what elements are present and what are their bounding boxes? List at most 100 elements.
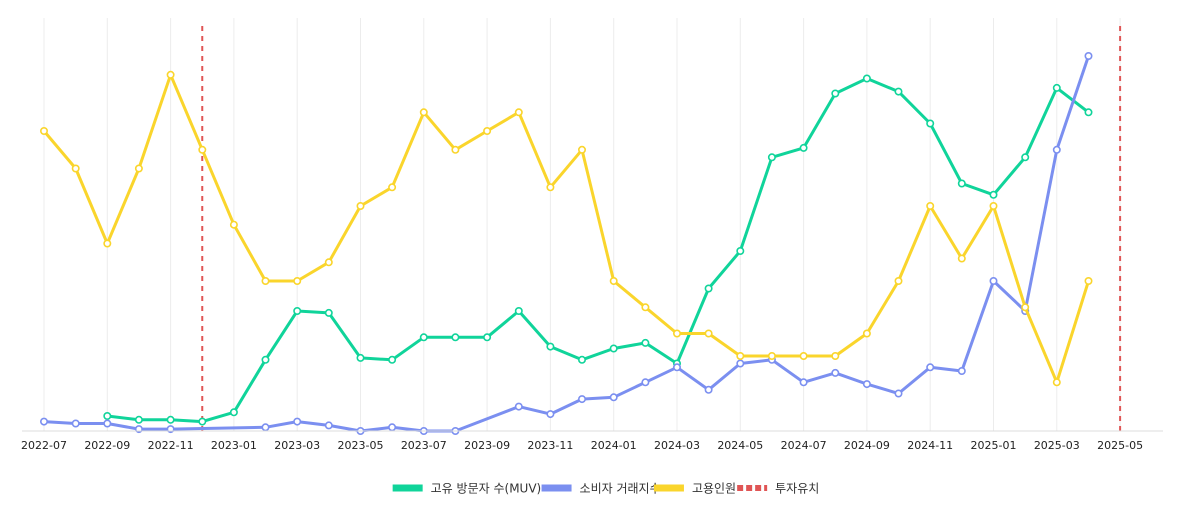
data-point xyxy=(1084,108,1093,117)
data-point xyxy=(1084,276,1093,285)
data-point xyxy=(419,108,428,117)
data-point xyxy=(324,308,333,317)
data-point xyxy=(451,333,460,342)
data-point xyxy=(483,127,492,136)
data-point xyxy=(926,363,935,372)
data-point xyxy=(483,333,492,342)
data-point xyxy=(388,423,397,432)
data-point xyxy=(1084,51,1093,60)
data-point xyxy=(989,190,998,199)
data-point xyxy=(926,202,935,211)
data-point xyxy=(957,366,966,375)
data-point xyxy=(799,143,808,152)
series-line xyxy=(42,54,1090,433)
data-point xyxy=(103,411,112,420)
data-point xyxy=(704,284,713,293)
legend-item[interactable]: 소비자 거래지수 xyxy=(541,482,661,496)
data-point xyxy=(229,220,238,229)
data-point xyxy=(894,276,903,285)
data-point xyxy=(356,353,365,362)
legend-item[interactable]: 고용인원 xyxy=(653,482,736,496)
legend-item[interactable]: 투자유치 xyxy=(737,482,819,496)
data-point xyxy=(672,329,681,338)
data-point xyxy=(704,329,713,338)
data-point xyxy=(862,380,871,389)
data-point xyxy=(736,359,745,368)
data-point xyxy=(957,179,966,188)
legend-swatch xyxy=(541,484,572,492)
data-point xyxy=(1021,303,1030,312)
x-tick-label: 2024-01 xyxy=(591,439,637,452)
data-point xyxy=(388,355,397,364)
data-point xyxy=(293,417,302,426)
data-point xyxy=(736,351,745,360)
x-tick-label: 2024-03 xyxy=(654,439,700,452)
x-tick-label: 2022-11 xyxy=(148,439,194,452)
data-point xyxy=(894,87,903,96)
legend-label: 고용인원 xyxy=(692,482,736,496)
series-line xyxy=(42,73,1090,384)
data-point xyxy=(198,417,207,426)
grid-layer xyxy=(43,18,1121,431)
x-axis: 2022-07 2022-09 2022-11 2023-01 2023-03 2023-… xyxy=(21,430,1163,452)
data-point xyxy=(989,276,998,285)
marker-layer xyxy=(201,26,1122,431)
data-point xyxy=(704,385,713,394)
data-point xyxy=(862,329,871,338)
data-point xyxy=(1052,145,1061,154)
x-tick-label: 2024-07 xyxy=(781,439,827,452)
data-point xyxy=(799,378,808,387)
data-point xyxy=(957,254,966,263)
data-point xyxy=(134,164,143,173)
data-point xyxy=(229,408,238,417)
x-tick-label: 2023-11 xyxy=(527,439,573,452)
x-tick-label: 2023-01 xyxy=(211,439,257,452)
data-point xyxy=(261,276,270,285)
data-point xyxy=(609,276,618,285)
data-point xyxy=(767,351,776,360)
data-point xyxy=(989,202,998,211)
data-point xyxy=(71,419,80,428)
x-tick-label: 2023-05 xyxy=(338,439,384,452)
data-point xyxy=(71,164,80,173)
data-point xyxy=(324,258,333,267)
legend-label: 소비자 거래지수 xyxy=(580,482,661,496)
data-point xyxy=(767,153,776,162)
data-point xyxy=(103,419,112,428)
data-point xyxy=(514,306,523,315)
x-tick-label: 2025-03 xyxy=(1034,439,1080,452)
data-point xyxy=(1052,378,1061,387)
data-point xyxy=(293,276,302,285)
data-point xyxy=(736,247,745,256)
data-point xyxy=(672,363,681,372)
data-point xyxy=(546,183,555,192)
data-point xyxy=(831,89,840,98)
legend-swatch xyxy=(392,484,423,492)
legend-swatch xyxy=(653,484,684,492)
data-point xyxy=(103,239,112,248)
data-point xyxy=(831,351,840,360)
data-point xyxy=(134,415,143,424)
x-tick-label: 2024-05 xyxy=(717,439,763,452)
series-layer xyxy=(39,51,1093,435)
data-point xyxy=(324,421,333,430)
x-tick-label: 2024-11 xyxy=(907,439,953,452)
data-point xyxy=(799,351,808,360)
data-point xyxy=(1052,83,1061,92)
data-point xyxy=(166,415,175,424)
x-tick-label: 2024-09 xyxy=(844,439,890,452)
data-point xyxy=(514,402,523,411)
data-point xyxy=(419,333,428,342)
data-point xyxy=(39,127,48,136)
legend-item[interactable]: 고유 방문자 수(MUV) xyxy=(392,482,542,496)
data-point xyxy=(609,393,618,402)
data-point xyxy=(609,344,618,353)
data-point xyxy=(894,389,903,398)
data-point xyxy=(926,119,935,128)
legend-label: 투자유치 xyxy=(775,482,819,496)
x-tick-label: 2022-09 xyxy=(84,439,130,452)
x-tick-label: 2023-07 xyxy=(401,439,447,452)
data-point xyxy=(546,342,555,351)
